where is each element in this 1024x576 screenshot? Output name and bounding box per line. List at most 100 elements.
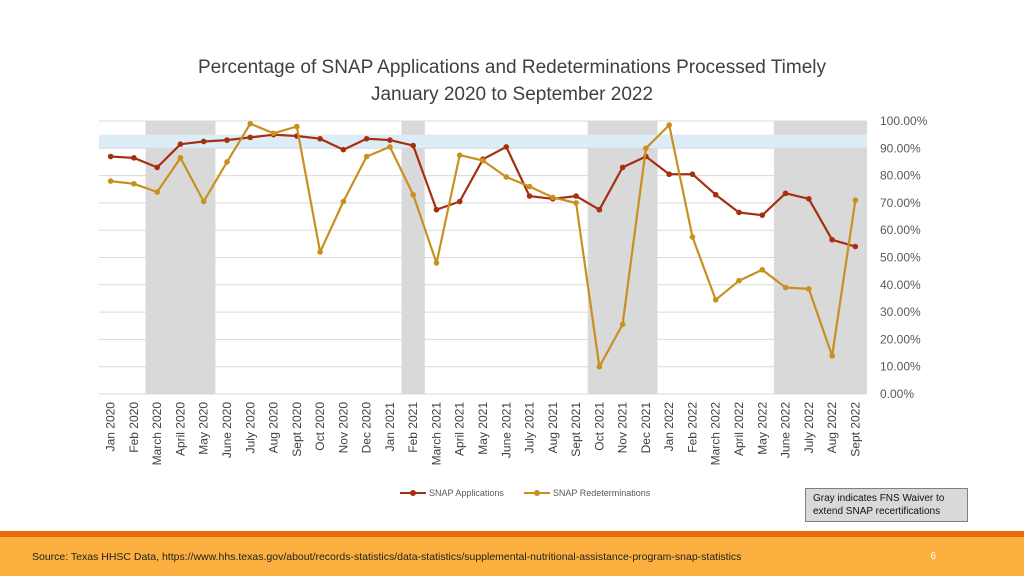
data-point	[712, 191, 719, 198]
x-tick-label: March 2020	[150, 402, 164, 466]
data-point	[480, 157, 486, 164]
chart-title-line2: January 2020 to September 2022	[370, 84, 654, 105]
x-tick-label: Aug 2020	[267, 402, 281, 454]
data-point	[503, 174, 510, 180]
data-point	[270, 130, 277, 137]
data-point	[852, 197, 859, 203]
legend-label-redeterminations: SNAP Redeterminations	[552, 488, 651, 498]
y-tick-label: 40.00%	[880, 278, 921, 292]
x-tick-label: June 2021	[499, 402, 513, 458]
x-tick-label: Feb 2021	[406, 402, 420, 453]
x-tick-label: Dec 2021	[639, 402, 653, 454]
data-point	[410, 191, 416, 198]
data-point	[154, 189, 160, 195]
data-point	[433, 260, 440, 266]
data-point	[107, 153, 114, 160]
x-tick-label: Nov 2020	[336, 402, 350, 454]
data-point	[619, 321, 626, 328]
data-point	[782, 284, 789, 291]
y-tick-label: 30.00%	[880, 305, 921, 319]
x-tick-label: July 2022	[802, 402, 816, 454]
x-tick-label: June 2022	[779, 402, 793, 458]
data-point	[643, 145, 649, 152]
data-point	[573, 193, 579, 199]
data-point	[247, 120, 254, 127]
legend-swatch-applications	[400, 490, 426, 496]
y-tick-label: 20.00%	[880, 332, 921, 346]
x-tick-label: May 2022	[755, 402, 769, 455]
data-point	[550, 194, 556, 201]
data-point	[224, 159, 230, 165]
data-point	[736, 277, 742, 284]
waiver-note-box: Gray indicates FNS Waiver to extend SNAP…	[805, 488, 968, 522]
data-point	[363, 153, 370, 160]
y-tick-label: 70.00%	[880, 196, 921, 210]
data-point	[852, 243, 859, 250]
data-point	[131, 155, 137, 161]
data-point	[526, 183, 533, 190]
x-tick-label: Sept 2021	[569, 402, 583, 457]
data-point	[294, 123, 300, 130]
data-point	[759, 266, 766, 273]
data-point	[829, 236, 835, 243]
x-tick-label: Nov 2021	[616, 402, 630, 454]
chart-title: Percentage of SNAP Applications and Rede…	[0, 54, 1024, 108]
data-point	[806, 286, 812, 292]
x-tick-label: May 2020	[197, 402, 211, 455]
x-tick-label: April 2022	[732, 402, 746, 456]
x-tick-label: May 2021	[476, 402, 490, 455]
data-point	[387, 137, 393, 143]
footer-bar: Source: Texas HHSC Data, https://www.hhs…	[0, 537, 1024, 576]
y-tick-label: 0.00%	[880, 387, 914, 401]
data-point	[387, 144, 393, 150]
data-point	[456, 198, 463, 205]
x-tick-label: July 2020	[243, 402, 257, 454]
data-point	[340, 146, 347, 153]
x-tick-label: Dec 2020	[360, 402, 374, 454]
x-tick-label: Aug 2021	[546, 402, 560, 454]
x-tick-label: Jan 2022	[662, 402, 676, 452]
data-point	[247, 134, 254, 141]
line-chart: 0.00% 10.00% 20.00% 30.00% 40.00% 50.00% 60.00…	[99, 114, 928, 466]
data-point	[317, 249, 323, 255]
data-point	[666, 122, 672, 128]
x-tick-label: Oct 2020	[313, 402, 327, 451]
data-point	[363, 135, 370, 142]
target-band	[99, 134, 867, 149]
data-point	[782, 190, 789, 197]
data-point	[177, 155, 184, 161]
data-point	[177, 141, 184, 148]
data-point	[689, 171, 696, 178]
data-point	[224, 137, 230, 143]
data-point	[596, 206, 603, 213]
x-tick-label: March 2021	[429, 402, 443, 466]
x-tick-label: June 2020	[220, 402, 234, 458]
x-tick-label: Aug 2022	[825, 402, 839, 454]
footer-rule	[0, 531, 1024, 537]
y-tick-label: 10.00%	[880, 360, 921, 374]
data-point	[200, 138, 207, 145]
x-tick-label: Oct 2021	[592, 402, 606, 451]
data-point	[526, 193, 533, 199]
x-tick-label: Sept 2022	[848, 402, 862, 457]
y-tick-label: 60.00%	[880, 223, 921, 237]
x-tick-label: July 2021	[523, 402, 537, 454]
x-tick-label: April 2021	[453, 402, 467, 456]
legend-item-applications: SNAP Applications	[400, 488, 504, 498]
x-tick-label: Feb 2022	[685, 402, 699, 453]
x-tick-label: Feb 2020	[127, 402, 141, 453]
x-tick-label: Jan 2021	[383, 402, 397, 452]
data-point	[503, 144, 510, 150]
data-point	[619, 164, 626, 171]
legend-label-applications: SNAP Applications	[429, 488, 504, 498]
data-point	[107, 178, 114, 184]
y-tick-label: 100.00%	[880, 114, 928, 128]
data-point	[829, 352, 835, 359]
data-point	[689, 234, 696, 240]
x-tick-label: March 2022	[709, 402, 723, 466]
data-point	[433, 206, 440, 213]
x-tick-label: April 2020	[173, 402, 187, 456]
x-tick-label: Sept 2020	[290, 402, 304, 457]
data-point	[666, 171, 672, 178]
data-point	[340, 198, 347, 205]
